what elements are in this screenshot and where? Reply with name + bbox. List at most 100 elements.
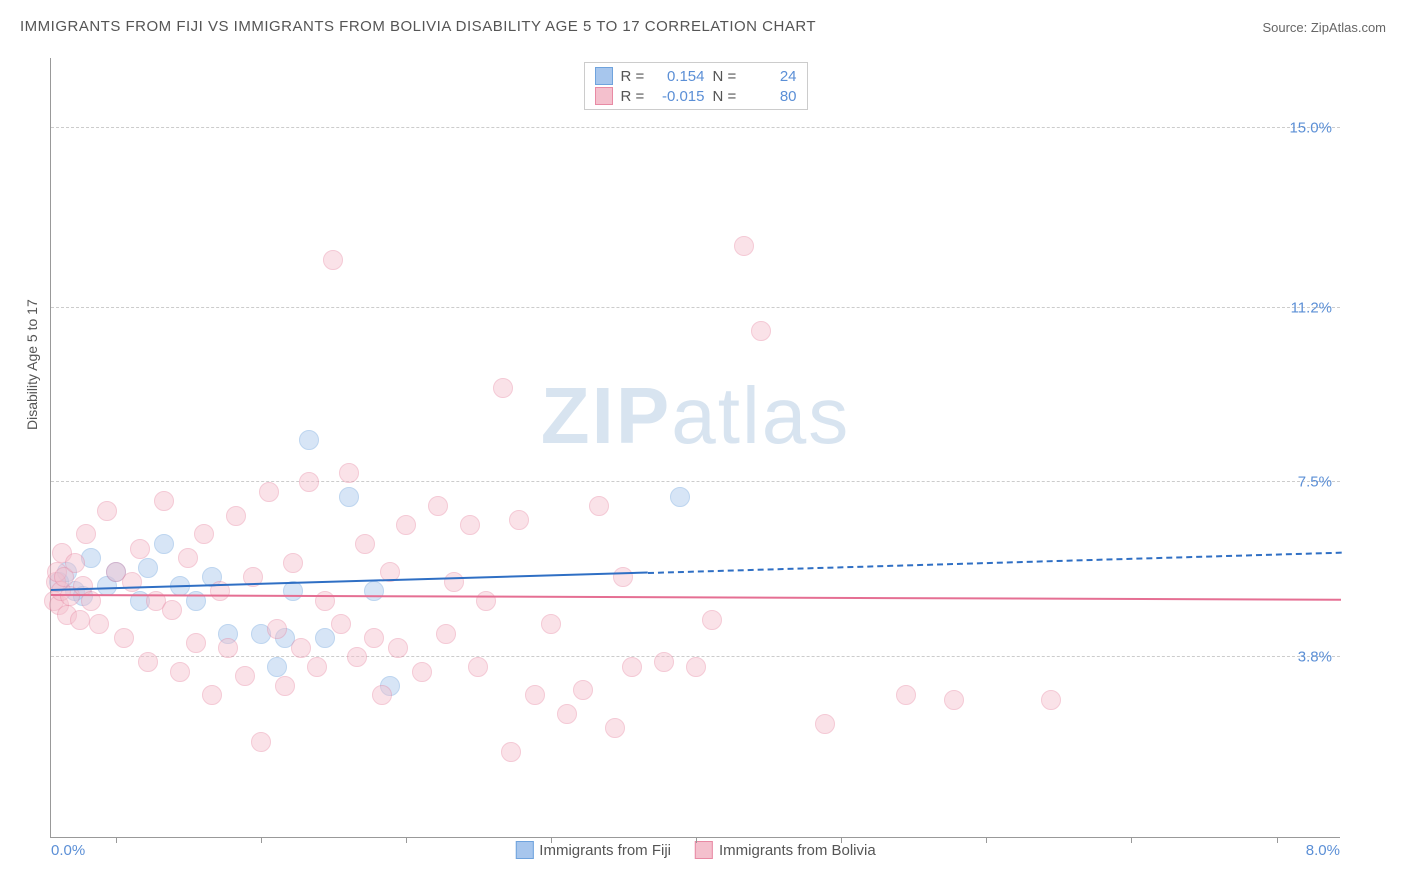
data-point: [138, 558, 158, 578]
data-point: [70, 610, 90, 630]
gridline: [51, 127, 1340, 128]
data-point: [436, 624, 456, 644]
data-point: [235, 666, 255, 686]
legend-swatch: [515, 841, 533, 859]
x-tick-mark: [116, 837, 117, 843]
data-point: [589, 496, 609, 516]
data-point: [364, 628, 384, 648]
x-tick-mark: [1131, 837, 1132, 843]
x-tick-mark: [841, 837, 842, 843]
data-point: [751, 321, 771, 341]
data-point: [355, 534, 375, 554]
data-point: [388, 638, 408, 658]
gridline: [51, 481, 1340, 482]
legend-series: Immigrants from Fiji Immigrants from Boli…: [515, 841, 875, 859]
data-point: [428, 496, 448, 516]
data-point: [154, 491, 174, 511]
data-point: [170, 662, 190, 682]
data-point: [154, 534, 174, 554]
data-point: [613, 567, 633, 587]
legend-stats-row: R =-0.015N =80: [595, 87, 797, 105]
data-point: [509, 510, 529, 530]
data-point: [1041, 690, 1061, 710]
data-point: [364, 581, 384, 601]
data-point: [299, 472, 319, 492]
data-point: [444, 572, 464, 592]
source-attribution: Source: ZipAtlas.com: [1262, 20, 1386, 35]
x-tick-mark: [1277, 837, 1278, 843]
legend-series-label: Immigrants from Fiji: [539, 842, 671, 859]
data-point: [815, 714, 835, 734]
data-point: [501, 742, 521, 762]
data-point: [347, 647, 367, 667]
legend-series-item: Immigrants from Fiji: [515, 841, 671, 859]
data-point: [460, 515, 480, 535]
data-point: [339, 463, 359, 483]
data-point: [202, 685, 222, 705]
data-point: [218, 638, 238, 658]
data-point: [622, 657, 642, 677]
r-label: R =: [621, 68, 645, 85]
data-point: [307, 657, 327, 677]
data-point: [65, 553, 85, 573]
watermark: ZIPatlas: [541, 370, 850, 462]
data-point: [670, 487, 690, 507]
data-point: [339, 487, 359, 507]
data-point: [686, 657, 706, 677]
n-label: N =: [713, 68, 737, 85]
legend-series-item: Immigrants from Bolivia: [695, 841, 876, 859]
data-point: [162, 600, 182, 620]
r-value: 0.154: [653, 68, 705, 85]
data-point: [315, 591, 335, 611]
data-point: [251, 732, 271, 752]
x-tick-mark: [406, 837, 407, 843]
x-tick-mark: [551, 837, 552, 843]
data-point: [734, 236, 754, 256]
data-point: [605, 718, 625, 738]
data-point: [702, 610, 722, 630]
data-point: [654, 652, 674, 672]
data-point: [476, 591, 496, 611]
data-point: [291, 638, 311, 658]
legend-series-label: Immigrants from Bolivia: [719, 842, 876, 859]
data-point: [468, 657, 488, 677]
data-point: [412, 662, 432, 682]
data-point: [493, 378, 513, 398]
y-tick-label: 11.2%: [1291, 299, 1332, 316]
data-point: [541, 614, 561, 634]
data-point: [573, 680, 593, 700]
data-point: [525, 685, 545, 705]
data-point: [275, 676, 295, 696]
n-value: 80: [745, 88, 797, 105]
y-tick-label: 15.0%: [1289, 119, 1332, 136]
x-axis-max-label: 8.0%: [1306, 842, 1340, 859]
data-point: [283, 553, 303, 573]
data-point: [226, 506, 246, 526]
data-point: [186, 633, 206, 653]
data-point: [323, 250, 343, 270]
legend-stats-row: R =0.154N =24: [595, 67, 797, 85]
data-point: [89, 614, 109, 634]
x-axis-min-label: 0.0%: [51, 842, 85, 859]
data-point: [283, 581, 303, 601]
data-point: [178, 548, 198, 568]
data-point: [138, 652, 158, 672]
data-point: [114, 628, 134, 648]
trend-line: [51, 594, 1341, 601]
chart-title: IMMIGRANTS FROM FIJI VS IMMIGRANTS FROM …: [20, 18, 816, 35]
data-point: [557, 704, 577, 724]
x-tick-mark: [986, 837, 987, 843]
data-point: [396, 515, 416, 535]
data-point: [130, 539, 150, 559]
y-axis-label: Disability Age 5 to 17: [24, 299, 40, 430]
data-point: [194, 524, 214, 544]
legend-swatch: [695, 841, 713, 859]
data-point: [76, 524, 96, 544]
data-point: [97, 501, 117, 521]
data-point: [372, 685, 392, 705]
data-point: [267, 657, 287, 677]
data-point: [896, 685, 916, 705]
x-tick-mark: [696, 837, 697, 843]
data-point: [331, 614, 351, 634]
x-tick-mark: [261, 837, 262, 843]
